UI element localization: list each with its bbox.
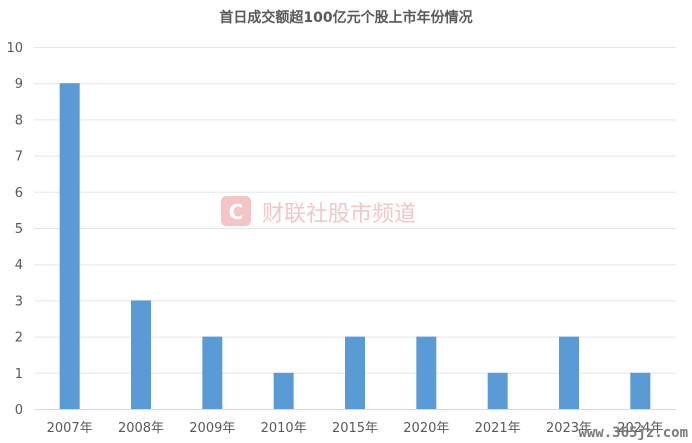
watermark-logo-glyph: C: [229, 200, 244, 224]
y-tick-label: 8: [15, 113, 23, 128]
y-tick-label: 6: [15, 186, 23, 201]
y-tick-label: 2: [15, 331, 23, 346]
y-tick-label: 5: [15, 222, 23, 237]
y-tick-label: 3: [15, 294, 23, 309]
bar: [630, 372, 651, 409]
bar: [131, 300, 151, 409]
bar: [273, 372, 294, 409]
bar: [559, 336, 579, 409]
chart-title: 首日成交额超100亿元个股上市年份情况: [219, 9, 472, 26]
y-axis-ticks: 0 1 2 3 4 5 6 7 8 9 10: [6, 41, 23, 418]
y-tick-label: 1: [15, 367, 23, 382]
x-axis-labels: 2007年 2008年 2009年 2010年 2015年 2020年 2021年 2023年…: [47, 421, 664, 436]
y-tick-label: 4: [15, 258, 23, 273]
bar: [345, 336, 365, 409]
y-tick-label: 7: [15, 150, 23, 165]
x-tick-label: 2023年: [546, 421, 592, 436]
x-tick-label: 2010年: [261, 421, 307, 436]
x-tick-label: 2007年: [47, 421, 93, 436]
x-tick-label: 2020年: [403, 421, 449, 436]
y-tick-label: 10: [6, 41, 23, 56]
bar: [202, 336, 223, 409]
watermark-text: 财联社股市频道: [262, 202, 416, 227]
bar: [487, 372, 508, 409]
corner-watermark: www.365jz.com: [578, 425, 688, 441]
x-tick-label: 2009年: [189, 421, 235, 436]
x-tick-label: 2024年: [617, 421, 663, 436]
x-tick-label: 2021年: [475, 421, 521, 436]
x-tick-label: 2008年: [118, 421, 164, 436]
bar: [59, 83, 80, 409]
y-tick-label: 0: [15, 403, 23, 418]
bar: [416, 336, 437, 409]
bars: [59, 83, 651, 409]
y-tick-label: 9: [15, 77, 23, 92]
watermark: C 财联社股市频道: [221, 196, 416, 227]
x-tick-label: 2015年: [332, 421, 378, 436]
watermark-logo-icon: [221, 196, 251, 226]
